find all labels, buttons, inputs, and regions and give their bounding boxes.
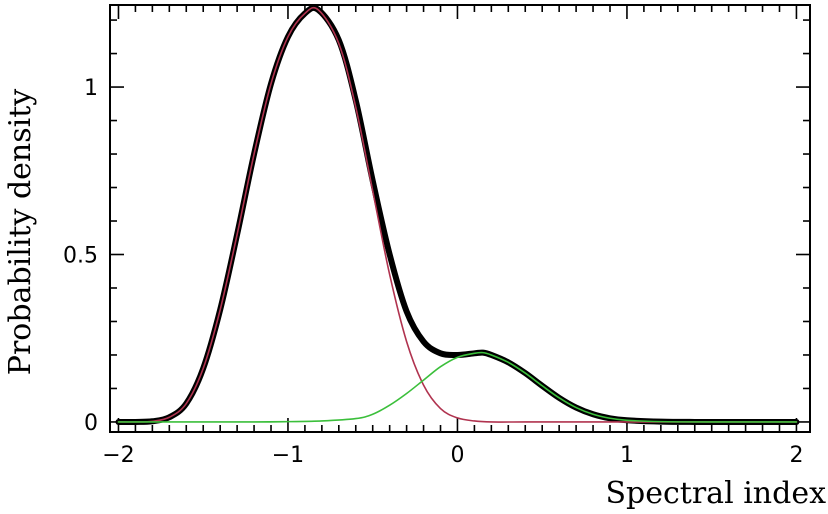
y-tick-label: 1 (84, 76, 98, 101)
tick-labels-layer: −2 −1 0 1 2 0 0.5 1 (63, 76, 803, 468)
series-layer (115, 4, 800, 425)
x-tick-label: 0 (450, 443, 464, 468)
y-axis-label: Probability density (3, 89, 38, 376)
x-tick-label: −2 (102, 443, 134, 468)
series-component-red-line (117, 6, 798, 423)
x-axis-label: Spectral index (605, 476, 826, 511)
series-total-line (115, 4, 800, 425)
ticks-layer (110, 5, 810, 432)
plot-frame (109, 4, 811, 433)
y-tick-label: 0.5 (63, 244, 98, 269)
y-tick-label: 0 (84, 411, 98, 436)
x-tick-label: 2 (789, 443, 803, 468)
series-component-green-line (117, 351, 798, 423)
x-tick-label: 1 (620, 443, 634, 468)
x-tick-label: −1 (272, 443, 304, 468)
